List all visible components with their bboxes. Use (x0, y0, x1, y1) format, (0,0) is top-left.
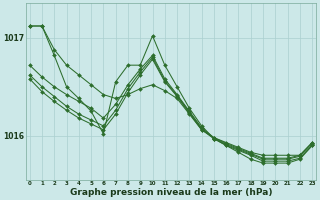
X-axis label: Graphe pression niveau de la mer (hPa): Graphe pression niveau de la mer (hPa) (70, 188, 272, 197)
